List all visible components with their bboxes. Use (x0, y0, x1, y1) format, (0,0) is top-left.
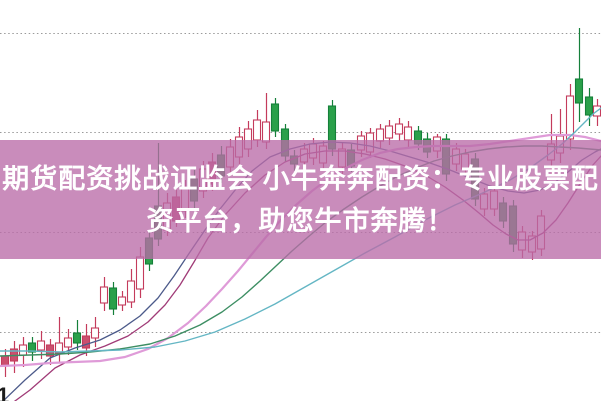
candle-body (45, 344, 55, 357)
candle-body (403, 126, 413, 141)
candle-body (584, 96, 594, 116)
corner-watermark: 1 (0, 383, 10, 401)
candle-body (108, 287, 118, 310)
candle-body (54, 342, 64, 354)
ad-banner-text-line2: 资平台，助您牛市奔腾！ (146, 205, 455, 236)
candle-body (81, 335, 91, 349)
candle-body (252, 119, 262, 141)
candle-body (90, 327, 100, 339)
candle-body (270, 103, 280, 132)
candle-body (18, 344, 28, 356)
candle-body (394, 123, 404, 135)
ad-banner-text-line1: 期货配资挑战证监会 小牛奔奔配资：专业股票配 (2, 163, 599, 194)
candle-body (36, 340, 46, 351)
candle-body (574, 78, 584, 104)
candle-body (261, 121, 271, 143)
candle-body (126, 280, 136, 303)
candle-body (99, 286, 109, 304)
candle-body (72, 332, 82, 344)
candle-body (63, 337, 73, 348)
candle-body (565, 95, 575, 140)
ad-banner-overlay[interactable]: 期货配资挑战证监会 小牛奔奔配资：专业股票配 资平台，助您牛市奔腾！ (0, 140, 601, 259)
candle-body (117, 296, 127, 306)
candle-body (27, 342, 37, 353)
candle-body (135, 256, 145, 290)
candle-body (384, 125, 394, 139)
candle-body (0, 355, 10, 367)
